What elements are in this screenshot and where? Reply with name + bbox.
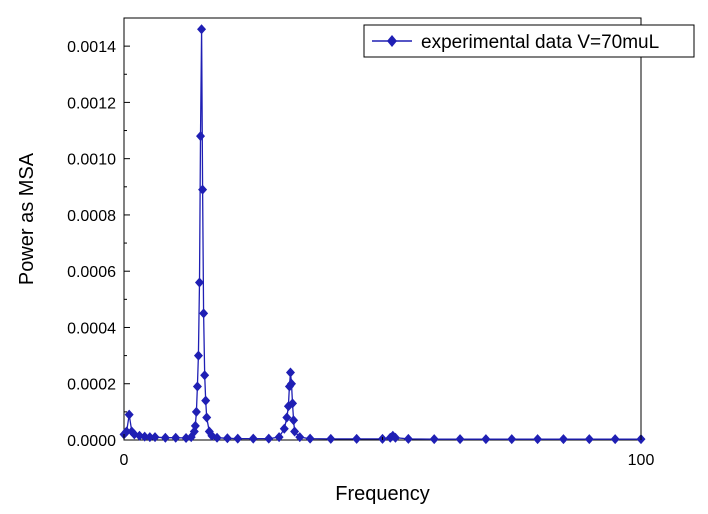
data-point [192,381,202,392]
series-layer [119,24,646,445]
data-point [199,308,209,319]
data-point [285,367,295,378]
data-point [160,432,170,443]
legend-label: experimental data V=70muL [421,32,659,53]
data-point [200,370,210,381]
y-tick-label: 0.0010 [67,152,116,169]
x-tick-label: 0 [120,452,129,469]
data-point [610,434,620,445]
data-point [194,277,204,288]
data-point [279,423,289,434]
data-point [171,432,181,443]
y-tick-label: 0.0008 [67,208,116,225]
data-point [201,395,211,406]
legend: experimental data V=70muL [363,24,695,58]
data-point [212,432,222,443]
y-tick-label: 0.0000 [67,433,116,450]
data-point [584,434,594,445]
data-point [145,432,155,443]
data-point [274,432,284,443]
legend-box [363,24,695,58]
axes-layer: 0.0000 0.0002 0.0004 0.0006 0.0008 0.0010 0.00… [67,39,654,469]
x-tick-label: 100 [628,452,655,469]
data-point [533,434,543,445]
data-point [150,432,160,443]
data-point [202,412,212,423]
data-point [124,409,134,420]
data-point [481,434,491,445]
data-point [290,426,300,437]
data-point [352,433,362,444]
data-point [326,433,336,444]
data-point [282,412,292,423]
data-point [222,433,232,444]
data-point [193,350,203,361]
data-point [233,433,243,444]
data-point [287,378,297,389]
y-tick-label: 0.0006 [67,264,116,281]
data-point [248,433,258,444]
data-point [288,398,298,409]
y-axis-title: Power as MSA [16,152,38,285]
data-point [295,432,305,443]
data-point [289,415,299,426]
data-point [191,406,201,417]
data-point [305,433,315,444]
data-point [507,434,517,445]
y-tick-label: 0.0012 [67,95,116,112]
series-line [123,29,641,440]
data-point [558,434,568,445]
data-point [196,131,206,142]
data-point [455,434,465,445]
data-point [390,432,400,443]
y-tick-label: 0.0014 [67,39,116,56]
data-point [140,431,150,442]
y-tick-label: 0.0004 [67,320,116,337]
data-point [264,433,274,444]
y-tick-label: 0.0002 [67,377,116,394]
data-point [198,184,208,195]
data-point [429,434,439,445]
legend-marker [387,35,397,47]
x-axis-title: Frequency [335,483,430,505]
data-point [197,24,207,35]
data-point [190,420,200,431]
data-point [403,433,413,444]
